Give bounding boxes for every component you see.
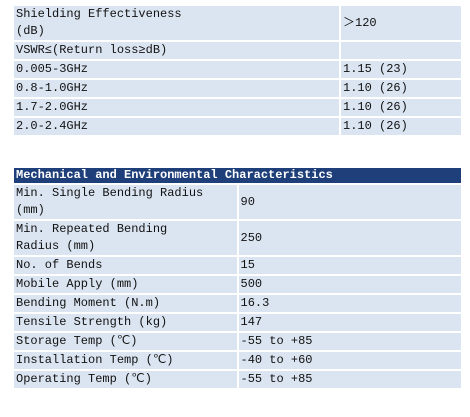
value-cell	[339, 40, 463, 61]
table-row: Bending Moment (N.m) 16.3	[12, 293, 463, 314]
electrical-table: Shielding Effectiveness (dB) ＞120 VSWR≤(Re…	[12, 4, 463, 137]
label-cell: Installation Temp (℃)	[12, 350, 239, 371]
value-cell: 16.3	[236, 293, 463, 314]
label-cell: Shielding Effectiveness (dB)	[12, 4, 341, 42]
table-row: 2.0-2.4GHz 1.10 (26)	[12, 116, 463, 137]
label-text: Operating Temp (℃)	[16, 372, 152, 386]
table-row: 0.005-3GHz 1.15 (23)	[12, 59, 463, 80]
label-cell: No. of Bends	[12, 255, 239, 276]
label-cell: 0.005-3GHz	[12, 59, 341, 80]
table-row: Tensile Strength (kg) 147	[12, 312, 463, 333]
label-text: VSWR≤(Return loss≥dB)	[16, 43, 168, 57]
value-cell: 90	[236, 183, 463, 221]
value-cell: 1.15 (23)	[339, 59, 463, 80]
value-cell: 15	[236, 255, 463, 276]
table-row: Installation Temp (℃) -40 to +60	[12, 350, 463, 371]
label-text: Shielding Effectiveness (dB)	[16, 7, 182, 38]
label-cell: Min. Single Bending Radius (mm)	[12, 183, 239, 221]
label-text: 0.8-1.0GHz	[16, 81, 89, 95]
label-text: Mobile Apply (mm)	[16, 277, 139, 291]
table-row: Shielding Effectiveness (dB) ＞120	[12, 4, 463, 42]
label-text: Storage Temp (℃)	[16, 334, 138, 348]
label-cell: Storage Temp (℃)	[12, 331, 239, 352]
label-cell: Operating Temp (℃)	[12, 369, 239, 390]
table-row: 0.8-1.0GHz 1.10 (26)	[12, 78, 463, 99]
table-row: Storage Temp (℃) -55 to +85	[12, 331, 463, 352]
label-text: 2.0-2.4GHz	[16, 119, 89, 133]
label-text: Installation Temp (℃)	[16, 353, 174, 367]
value-cell: 500	[236, 274, 463, 295]
value-cell: -40 to +60	[236, 350, 463, 371]
table-row: VSWR≤(Return loss≥dB)	[12, 40, 463, 61]
label-cell: 0.8-1.0GHz	[12, 78, 341, 99]
section-title: Mechanical and Environmental Characteris…	[12, 166, 463, 185]
electrical-section: Shielding Effectiveness (dB) ＞120 VSWR≤(Re…	[12, 4, 463, 137]
mechanical-table: Mechanical and Environmental Characteris…	[12, 166, 463, 390]
label-text: Tensile Strength (kg)	[16, 315, 168, 329]
label-cell: Tensile Strength (kg)	[12, 312, 239, 333]
mechanical-section: Mechanical and Environmental Characteris…	[12, 166, 463, 390]
value-cell: 250	[236, 219, 463, 257]
label-text: 1.7-2.0GHz	[16, 100, 89, 114]
value-cell: 1.10 (26)	[339, 78, 463, 99]
table-row: 1.7-2.0GHz 1.10 (26)	[12, 97, 463, 118]
label-text: Min. Single Bending Radius (mm)	[16, 186, 204, 217]
label-cell: Mobile Apply (mm)	[12, 274, 239, 295]
table-row: Min. Single Bending Radius (mm) 90	[12, 183, 463, 221]
table-row: Mobile Apply (mm) 500	[12, 274, 463, 295]
table-row: No. of Bends 15	[12, 255, 463, 276]
label-cell: VSWR≤(Return loss≥dB)	[12, 40, 341, 61]
label-text: No. of Bends	[16, 258, 103, 272]
label-cell: 2.0-2.4GHz	[12, 116, 341, 137]
label-cell: Bending Moment (N.m)	[12, 293, 239, 314]
label-text: Bending Moment (N.m)	[16, 296, 161, 310]
value-cell: 1.10 (26)	[339, 97, 463, 118]
value-cell: 1.10 (26)	[339, 116, 463, 137]
value-cell: 147	[236, 312, 463, 333]
label-cell: Min. Repeated Bending Radius (mm)	[12, 219, 239, 257]
header-row: Mechanical and Environmental Characteris…	[12, 166, 463, 185]
label-text: Min. Repeated Bending Radius (mm)	[16, 222, 168, 253]
value-cell: ＞120	[339, 4, 463, 42]
value-cell: -55 to +85	[236, 369, 463, 390]
label-cell: 1.7-2.0GHz	[12, 97, 341, 118]
value-cell: -55 to +85	[236, 331, 463, 352]
label-text: 0.005-3GHz	[16, 62, 89, 76]
table-row: Operating Temp (℃) -55 to +85	[12, 369, 463, 390]
table-row: Min. Repeated Bending Radius (mm) 250	[12, 219, 463, 257]
